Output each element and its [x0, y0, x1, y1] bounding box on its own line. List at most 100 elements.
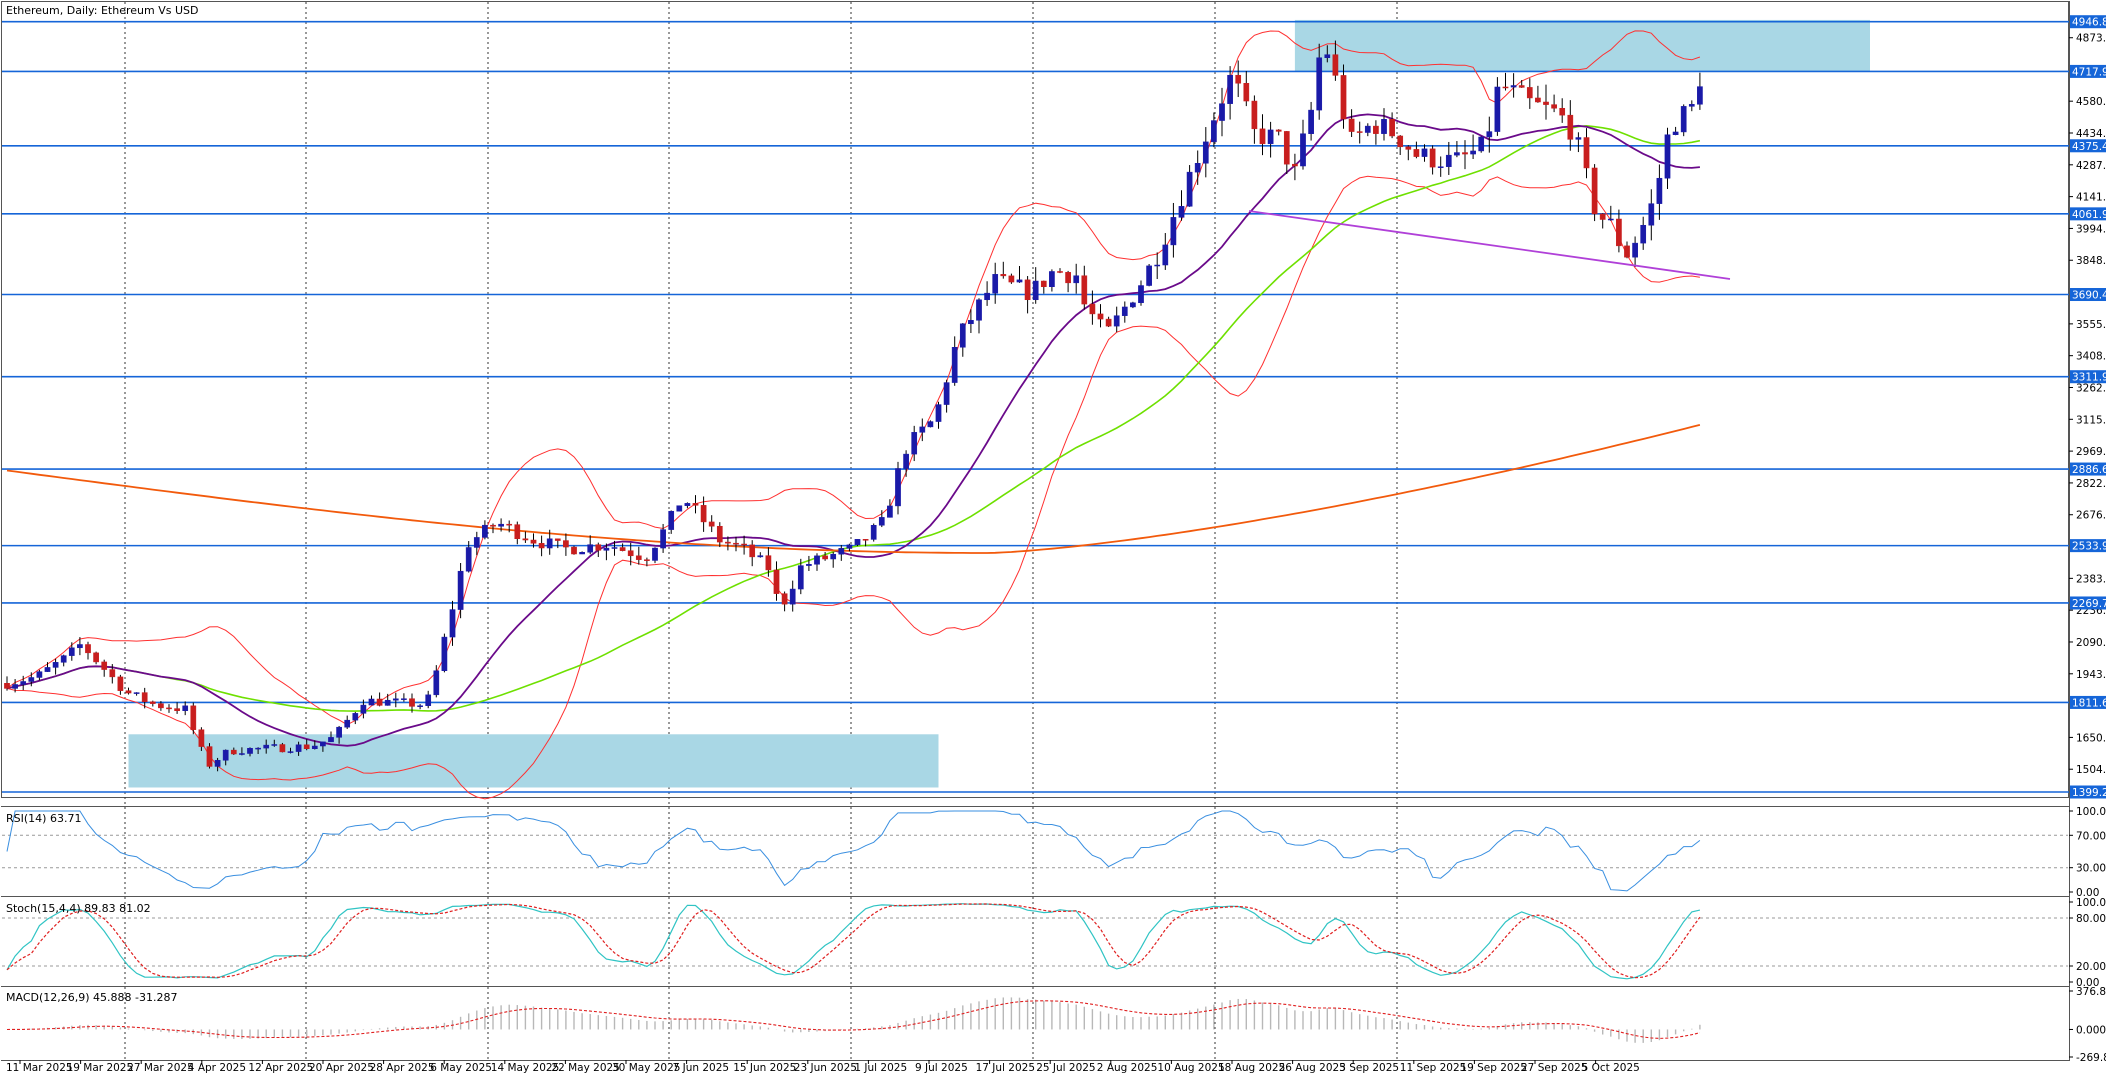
- candle-bearish: [1356, 131, 1363, 133]
- candle-bullish: [20, 681, 27, 685]
- price-level-label: 2269.77: [2072, 598, 2106, 610]
- supply-demand-zone[interactable]: [128, 734, 939, 788]
- candle-bearish: [279, 744, 286, 753]
- time-tick-label: 26 Aug 2025: [1279, 1062, 1346, 1073]
- candle-bearish: [1526, 87, 1533, 99]
- stoch-signal-line: [6, 903, 1701, 979]
- time-tick-label: 27 Mar 2025: [127, 1062, 194, 1073]
- price-level-label: 2886.64: [2072, 464, 2106, 476]
- candle-bullish: [1437, 166, 1444, 168]
- price-level-badge: [2070, 695, 2106, 709]
- candle-bullish: [311, 745, 318, 749]
- candle-bullish: [870, 525, 877, 540]
- time-tick-label: 27 Sep 2025: [1521, 1062, 1588, 1073]
- time-tick-label: 9 Jul 2025: [915, 1062, 968, 1073]
- candle-bearish: [1292, 163, 1298, 167]
- candle-bullish: [28, 677, 35, 682]
- price-tick-label: 4873.05: [2076, 33, 2106, 45]
- candle-bullish: [441, 636, 448, 671]
- ma200-line: [6, 424, 1701, 554]
- rsi-label: RSI(14) 63.71: [6, 812, 81, 825]
- candle-bearish: [117, 676, 124, 691]
- stoch-tick-label: 0.00: [2076, 977, 2099, 989]
- candle-bearish: [190, 705, 197, 730]
- candle-bullish: [1316, 57, 1323, 111]
- candle-bearish: [635, 555, 642, 560]
- candle-bearish: [733, 542, 739, 545]
- candle-bullish: [1202, 141, 1209, 164]
- candle-bullish: [1470, 150, 1476, 155]
- ma20-line: [6, 113, 1700, 747]
- candle-bearish: [716, 525, 723, 543]
- macd-tick-label: 376.800: [2076, 986, 2106, 998]
- trendline-layer[interactable]: [1248, 210, 1731, 280]
- candle-bullish: [1656, 177, 1663, 204]
- time-tick-label: 17 Jul 2025: [976, 1062, 1035, 1073]
- candle-bearish: [206, 746, 213, 767]
- candles-layer: [4, 40, 1703, 772]
- candle-bearish: [158, 703, 164, 709]
- candle-bearish: [1348, 118, 1355, 132]
- price-tick-label: 3408.75: [2076, 351, 2106, 363]
- candle-bullish: [652, 547, 658, 561]
- price-level-badge: [2070, 462, 2106, 476]
- price-tick-label: 1943.65: [2076, 669, 2106, 681]
- candle-bullish: [1211, 120, 1217, 143]
- candle-bullish: [255, 747, 261, 750]
- price-level-label: 4061.96: [2072, 209, 2106, 221]
- candle-bullish: [425, 694, 432, 706]
- macd-tick-label: -269.841: [2076, 1052, 2106, 1064]
- rsi-tick-label: 70.00: [2076, 830, 2106, 842]
- price-tick-label: 2822.71: [2076, 478, 2106, 490]
- candle-bearish: [1389, 119, 1395, 137]
- price-level-label: 4717.95: [2072, 66, 2106, 78]
- macd-tick-label: 0.000: [2076, 1024, 2106, 1036]
- candle-bullish: [214, 760, 221, 767]
- price-level-label: 2533.91: [2072, 541, 2106, 553]
- pane-frames: [1, 1, 2070, 1061]
- candle-bullish: [984, 292, 990, 301]
- candle-bearish: [781, 593, 788, 605]
- price-tick-label: 2383.18: [2076, 573, 2106, 585]
- candle-bearish: [174, 708, 180, 711]
- candle-bullish: [77, 644, 83, 649]
- candle-bullish: [247, 747, 253, 754]
- price-level-badge: [2070, 288, 2106, 302]
- candle-bullish: [12, 684, 18, 689]
- price-tick-label: 1504.12: [2076, 764, 2106, 776]
- candle-bearish: [1405, 146, 1412, 150]
- price-level-label: 4375.42: [2072, 141, 2106, 153]
- time-tick-label: 1 Jul 2025: [854, 1062, 907, 1073]
- candle-bullish: [1478, 136, 1485, 152]
- time-tick-label: 5 Oct 2025: [1582, 1062, 1640, 1073]
- candle-bullish: [320, 741, 326, 747]
- candle-bullish: [838, 548, 845, 555]
- candle-bearish: [749, 544, 756, 558]
- candle-bullish: [1170, 217, 1177, 246]
- candle-bearish: [1097, 313, 1104, 320]
- macd-signal-line: [6, 1000, 1701, 1039]
- candle-bearish: [692, 503, 699, 506]
- candle-bearish: [1518, 85, 1525, 88]
- candle-bearish: [1397, 135, 1404, 148]
- price-tick-label: 2090.16: [2076, 637, 2106, 649]
- descending-trendline[interactable]: [1248, 210, 1731, 280]
- supply-demand-zone[interactable]: [1294, 19, 1870, 71]
- overlay-indicators: [6, 30, 1701, 800]
- price-level-label: 1811.69: [2072, 697, 2106, 709]
- candle-bullish: [1421, 148, 1428, 157]
- candle-bullish: [1381, 119, 1387, 134]
- candle-bullish: [336, 726, 342, 738]
- candle-bearish: [554, 538, 561, 541]
- candle-bullish: [271, 744, 278, 746]
- candle-bullish: [44, 667, 51, 672]
- candle-bullish: [60, 655, 67, 663]
- price-tick-label: 3262.24: [2076, 382, 2106, 394]
- candle-bullish: [676, 505, 683, 512]
- candle-bearish: [141, 692, 148, 703]
- candle-bullish: [1680, 106, 1687, 133]
- candle-bearish: [725, 541, 731, 544]
- candle-bullish: [1486, 131, 1493, 138]
- candle-bullish: [68, 647, 75, 656]
